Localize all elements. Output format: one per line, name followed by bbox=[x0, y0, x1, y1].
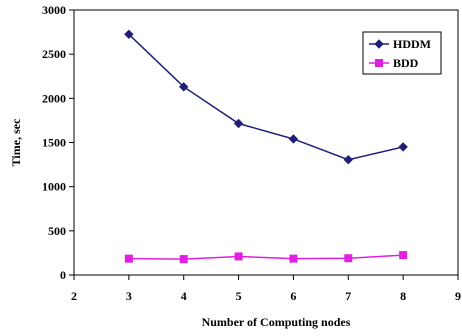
x-tick-label: 5 bbox=[236, 289, 242, 303]
series-line-bdd bbox=[128, 254, 404, 260]
legend-label-hddm: HDDM bbox=[393, 37, 431, 51]
data-point-hddm bbox=[124, 29, 134, 39]
x-tick-label: 4 bbox=[181, 289, 187, 303]
x-tick-label: 9 bbox=[455, 289, 461, 303]
x-tick-label: 3 bbox=[126, 289, 132, 303]
y-tick-label: 1500 bbox=[42, 136, 66, 150]
data-point-bdd bbox=[124, 254, 133, 263]
data-point-bdd bbox=[399, 251, 408, 260]
data-point-bdd bbox=[179, 255, 188, 264]
y-tick-label: 2000 bbox=[42, 91, 66, 105]
data-point-hddm bbox=[179, 82, 189, 92]
data-point-hddm bbox=[233, 118, 244, 129]
series-bdd bbox=[124, 251, 408, 264]
data-point-hddm bbox=[288, 134, 299, 144]
data-point-bdd bbox=[344, 254, 353, 263]
legend-marker-hddm bbox=[374, 39, 384, 49]
data-point-hddm bbox=[398, 142, 408, 152]
y-tick-label: 0 bbox=[60, 268, 66, 282]
x-axis-label: Number of Computing nodes bbox=[202, 315, 351, 329]
y-tick-label: 3000 bbox=[42, 3, 66, 17]
x-tick-label: 2 bbox=[71, 289, 77, 303]
y-axis-label: Time, sec bbox=[9, 118, 23, 166]
y-tick-label: 1000 bbox=[42, 180, 66, 194]
data-point-bdd bbox=[234, 252, 243, 261]
legend-marker-bdd bbox=[375, 59, 383, 67]
data-point-bdd bbox=[289, 254, 298, 263]
y-tick-label: 500 bbox=[48, 224, 66, 238]
data-point-hddm bbox=[343, 155, 353, 165]
x-tick-label: 8 bbox=[400, 289, 406, 303]
x-tick-label: 6 bbox=[290, 289, 296, 303]
series-layer bbox=[124, 29, 408, 264]
y-tick-label: 2500 bbox=[42, 47, 66, 61]
series-hddm bbox=[124, 29, 408, 165]
x-tick-label: 7 bbox=[345, 289, 351, 303]
series-line-hddm bbox=[128, 33, 404, 161]
axes bbox=[69, 9, 459, 280]
legend-label-bdd: BDD bbox=[393, 56, 419, 70]
legend: HDDM BDD bbox=[362, 31, 442, 75]
tick-labels: 0 500 1000 1500 2000 2500 3000 2 3 4 5 6 7 8 9 bbox=[42, 3, 461, 303]
